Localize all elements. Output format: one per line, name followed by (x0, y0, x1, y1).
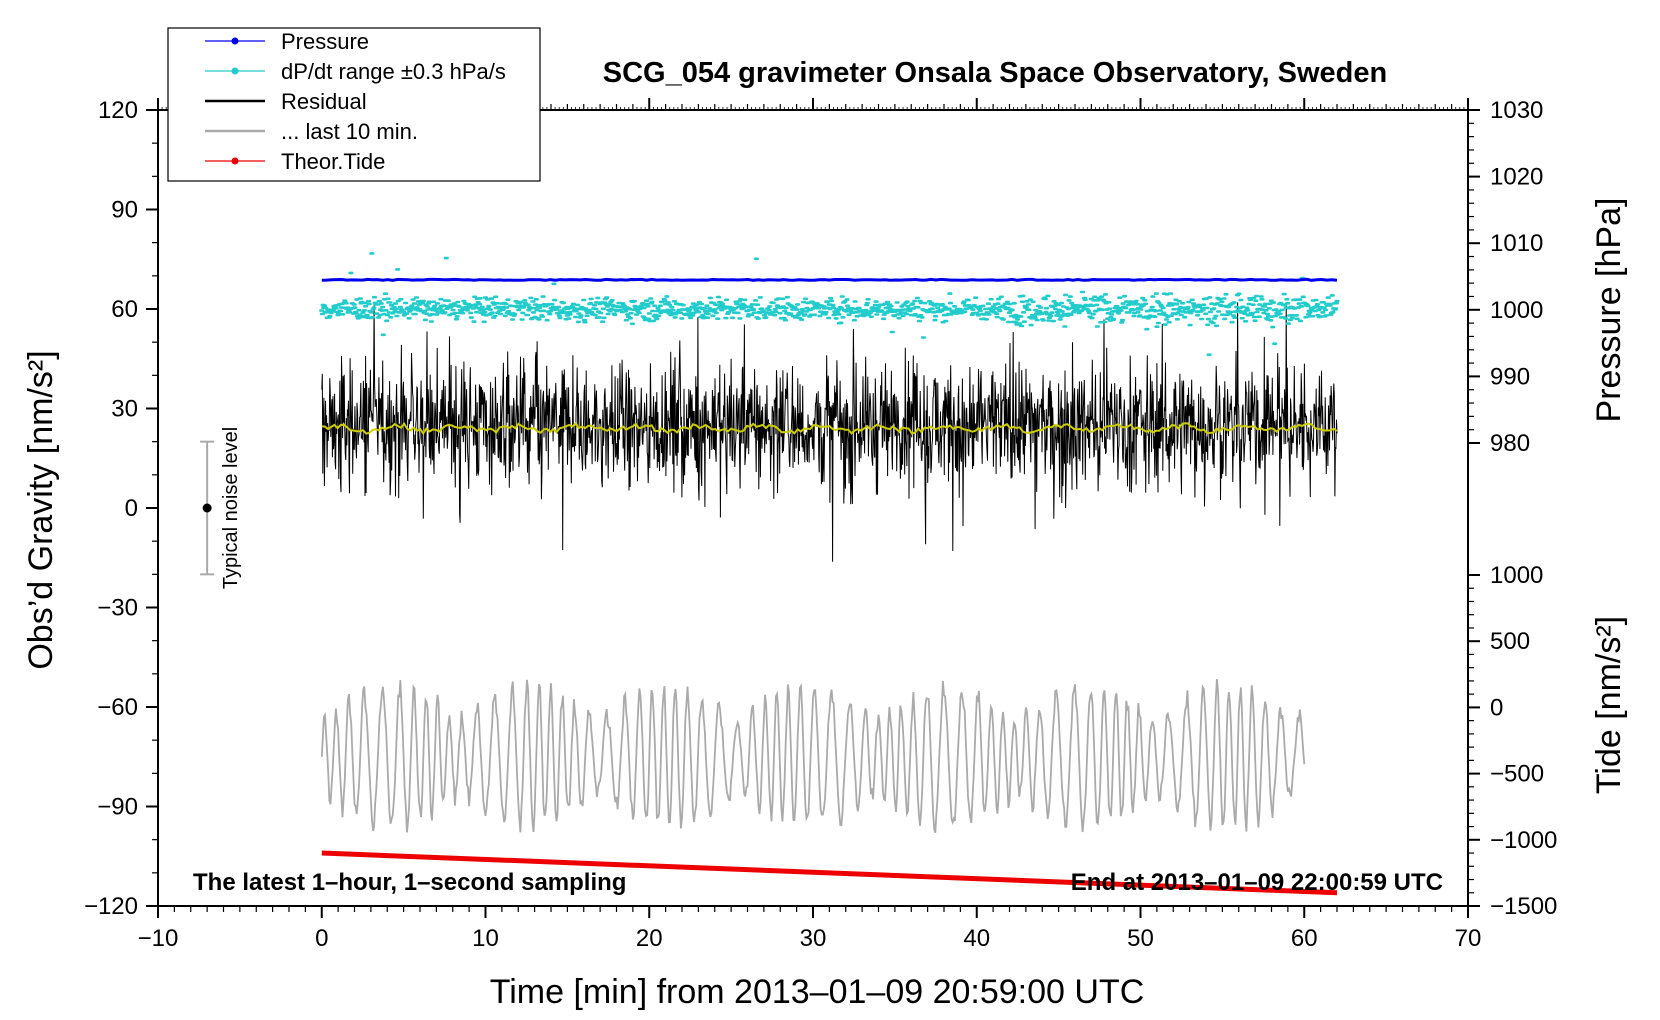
y-tide-tick-label: 1000 (1490, 562, 1543, 589)
y-left-tick-label: 0 (125, 495, 138, 522)
residual-smoothed-line (321, 421, 1338, 436)
x-tick-label: 10 (472, 925, 499, 952)
y-left-tick-label: −60 (97, 694, 138, 721)
x-axis-title: Time [min] from 2013–01–09 20:59:00 UTC (490, 973, 1145, 1011)
legend-label: Pressure (281, 29, 369, 54)
legend-label: Theor.Tide (281, 149, 385, 174)
chart-title: SCG_054 gravimeter Onsala Space Observat… (603, 57, 1387, 89)
y-left-tick-label: 120 (98, 97, 138, 124)
noise-bar-center-dot (202, 503, 212, 513)
y-left-tick-label: −90 (97, 794, 138, 821)
y-pressure-tick-label: 1020 (1490, 164, 1543, 191)
annotation-end-time: End at 2013–01–09 22:00:59 UTC (1071, 869, 1443, 896)
x-tick-label: 40 (963, 925, 990, 952)
y-pressure-tick-label: 980 (1490, 430, 1530, 457)
last-10-min-line (320, 679, 1306, 834)
y-left-tick-label: −30 (97, 595, 138, 622)
legend-box (167, 27, 541, 182)
y-left-tick-label: 90 (111, 197, 138, 224)
y-tide-tick-label: 500 (1490, 628, 1530, 655)
theor-tide-line (321, 850, 1338, 896)
noise-level-label: Typical noise level (220, 427, 242, 589)
x-tick-label: 0 (315, 925, 328, 952)
x-tick-label: 20 (636, 925, 663, 952)
x-tick-label: −10 (138, 925, 179, 952)
y-left-tick-label: 30 (111, 396, 138, 423)
y-tide-tick-label: −1000 (1490, 827, 1557, 854)
y-axis-pressure-title: Pressure [hPa] (1590, 198, 1628, 423)
legend-swatch-dot (231, 37, 239, 45)
residual-line (321, 302, 1338, 562)
y-axis-left-title: Obs’d Gravity [nm/s²] (22, 350, 60, 669)
legend-label: dP/dt range ±0.3 hPa/s (281, 59, 506, 84)
y-pressure-tick-label: 1030 (1490, 97, 1543, 124)
x-tick-label: 50 (1127, 925, 1154, 952)
y-pressure-tick-label: 990 (1490, 363, 1530, 390)
y-left-tick-label: 60 (111, 296, 138, 323)
legend-label: ... last 10 min. (281, 119, 418, 144)
legend-swatch-dot (231, 157, 239, 165)
y-pressure-tick-label: 1000 (1490, 297, 1543, 324)
y-left-tick-label: −120 (84, 893, 138, 920)
x-tick-label: 70 (1455, 925, 1482, 952)
y-tide-tick-label: −1500 (1490, 893, 1557, 920)
dpdt-dots (319, 252, 1340, 356)
x-tick-label: 30 (800, 925, 827, 952)
x-tick-label: 60 (1291, 925, 1318, 952)
legend-swatch-dot (231, 67, 239, 75)
y-pressure-tick-label: 1010 (1490, 230, 1543, 257)
series-layer (319, 252, 1340, 896)
y-tide-tick-label: −500 (1490, 761, 1544, 788)
pressure-line (321, 277, 1338, 282)
noise-level-indicator (200, 440, 215, 576)
legend-label: Residual (281, 89, 367, 114)
legend: Pressure dP/dt range ±0.3 hPa/s Residual..… (167, 27, 541, 182)
y-tide-tick-label: 0 (1490, 694, 1503, 721)
annotation-sampling: The latest 1–hour, 1–second sampling (193, 869, 626, 896)
y-axis-tide-title: Tide [nm/s²] (1590, 616, 1628, 794)
